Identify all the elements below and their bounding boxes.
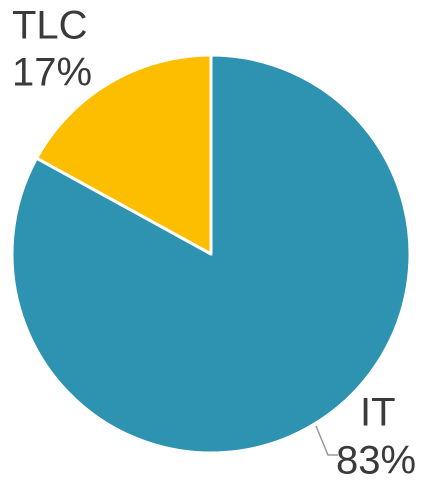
slice-label: IT: [360, 391, 396, 435]
leader-line: [315, 425, 338, 456]
slice-value-label: 83%: [336, 439, 416, 481]
slice-value-label: 17%: [12, 51, 92, 95]
slice-label: TLC: [12, 4, 88, 48]
pie-slice: [35, 53, 213, 256]
